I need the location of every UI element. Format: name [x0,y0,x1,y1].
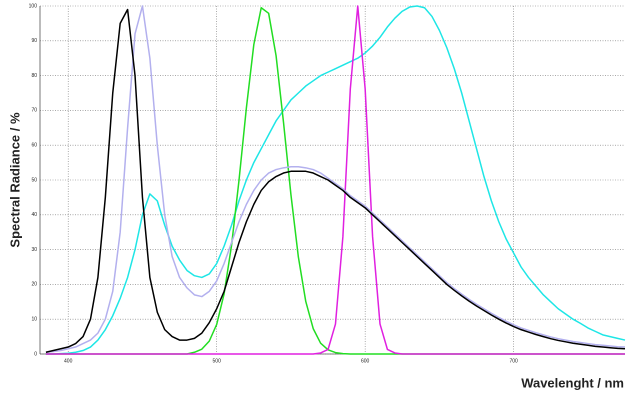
y-tick-label: 100 [29,3,38,9]
y-tick-label: 40 [31,212,37,218]
y-tick-label: 20 [31,282,37,288]
series-line [45,8,626,353]
x-tick-label: 700 [509,358,518,364]
y-tick-label: 80 [31,73,37,79]
y-axis-label: Spectral Radiance / % [7,112,22,248]
x-axis-label: Wavelenght / nm [521,375,624,390]
y-tick-label: 10 [31,317,37,323]
y-tick-label: 70 [31,108,37,114]
x-tick-label: 600 [361,358,370,364]
x-tick-label: 400 [64,358,73,364]
y-tick-label: 50 [31,177,37,183]
series-line [45,5,625,355]
x-tick-label: 500 [213,358,222,364]
series-line [45,5,626,355]
y-tick-label: 0 [34,351,37,357]
y-tick-label: 90 [31,38,37,44]
y-tick-label: 60 [31,143,37,149]
series-line [45,5,626,354]
y-tick-label: 30 [31,247,37,253]
